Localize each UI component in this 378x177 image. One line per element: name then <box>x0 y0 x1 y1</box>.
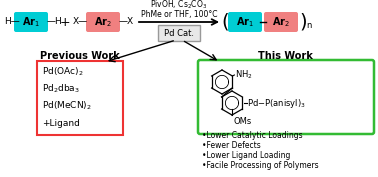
Text: +Ligand: +Ligand <box>42 118 80 127</box>
Text: —X: —X <box>119 18 134 27</box>
Text: NH$_2$: NH$_2$ <box>235 69 253 81</box>
Text: •Fewer Defects: •Fewer Defects <box>202 141 261 150</box>
FancyBboxPatch shape <box>228 12 262 32</box>
Text: Ar$_1$: Ar$_1$ <box>22 15 40 29</box>
Text: Ar$_1$: Ar$_1$ <box>236 15 254 29</box>
Text: OMs: OMs <box>234 117 252 126</box>
Text: Pd−P(anisyl)$_3$: Pd−P(anisyl)$_3$ <box>247 96 306 110</box>
FancyBboxPatch shape <box>198 60 374 134</box>
Text: Pd(OAc)$_2$: Pd(OAc)$_2$ <box>42 66 84 78</box>
Text: •Lower Ligand Loading: •Lower Ligand Loading <box>202 152 290 161</box>
Text: This Work: This Work <box>257 51 313 61</box>
Text: •Facile Processing of Polymers: •Facile Processing of Polymers <box>202 161 319 170</box>
Text: (: ( <box>221 13 229 32</box>
Text: ): ) <box>299 13 307 32</box>
Text: PhMe or THF, 100°C: PhMe or THF, 100°C <box>141 10 217 19</box>
FancyBboxPatch shape <box>37 61 123 135</box>
Text: Pd$_2$dba$_3$: Pd$_2$dba$_3$ <box>42 83 80 95</box>
FancyBboxPatch shape <box>14 12 48 32</box>
Text: PivOH, Cs$_2$CO$_3$: PivOH, Cs$_2$CO$_3$ <box>150 0 208 11</box>
Text: —H: —H <box>47 18 63 27</box>
Text: Pd(MeCN)$_2$: Pd(MeCN)$_2$ <box>42 100 92 112</box>
Text: n: n <box>306 21 311 30</box>
Text: Ar$_2$: Ar$_2$ <box>272 15 290 29</box>
FancyBboxPatch shape <box>86 12 120 32</box>
FancyBboxPatch shape <box>158 25 200 41</box>
Text: +: + <box>60 16 70 28</box>
Text: H—: H— <box>4 18 20 27</box>
Text: X—: X— <box>73 18 88 27</box>
Text: Pd Cat.: Pd Cat. <box>164 28 194 38</box>
Text: Previous Work: Previous Work <box>40 51 120 61</box>
FancyBboxPatch shape <box>264 12 298 32</box>
Text: Ar$_2$: Ar$_2$ <box>94 15 112 29</box>
Text: •Lower Catalytic Loadings: •Lower Catalytic Loadings <box>202 132 303 141</box>
